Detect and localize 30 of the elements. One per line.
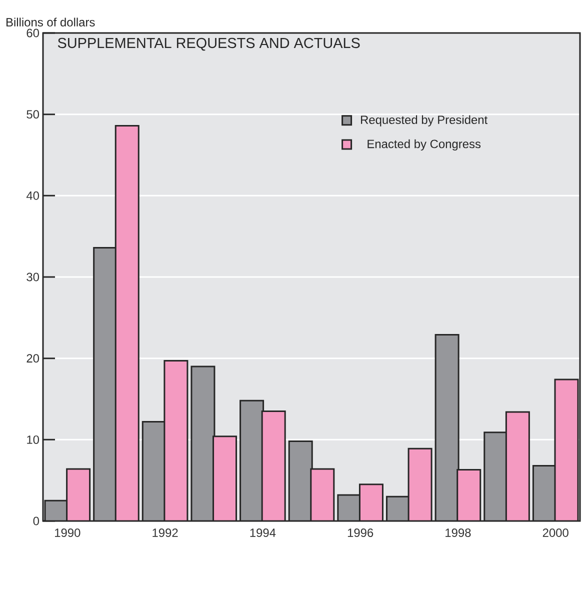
bar — [360, 484, 383, 521]
bar — [262, 411, 286, 521]
y-tick-label: 20 — [26, 354, 40, 363]
y-tick-label: 50 — [26, 110, 40, 119]
bar — [213, 436, 236, 521]
legend-label: Requested by President — [361, 115, 488, 126]
x-tick-label: 1992 — [152, 528, 178, 537]
x-tick-label: 1996 — [348, 528, 374, 537]
x-tick-label: 1998 — [446, 528, 471, 537]
bar — [310, 468, 334, 521]
bar — [506, 412, 530, 521]
x-tick-label: 1990 — [55, 528, 80, 537]
bar — [191, 366, 214, 521]
bar — [66, 468, 90, 521]
bar — [164, 360, 188, 521]
chart-title: SUPPLEMENTAL REQUESTS AND ACTUALS — [58, 38, 360, 51]
bar — [116, 126, 139, 521]
y-tick-label: 40 — [26, 191, 40, 200]
x-tick-label: 1994 — [250, 528, 276, 537]
y-tick-label: 30 — [26, 272, 40, 282]
y-axis-title: Billions of dollars — [6, 18, 95, 26]
y-tick-label: 10 — [27, 435, 40, 444]
x-tick-label: 2000 — [542, 528, 568, 537]
bar — [457, 470, 480, 521]
bar — [436, 334, 459, 521]
legend-label: Enacted by Congress — [368, 139, 481, 151]
bar — [408, 448, 432, 521]
y-tick-label: 0 — [33, 516, 40, 526]
bar — [554, 378, 579, 521]
y-tick-label: 60 — [26, 28, 40, 38]
